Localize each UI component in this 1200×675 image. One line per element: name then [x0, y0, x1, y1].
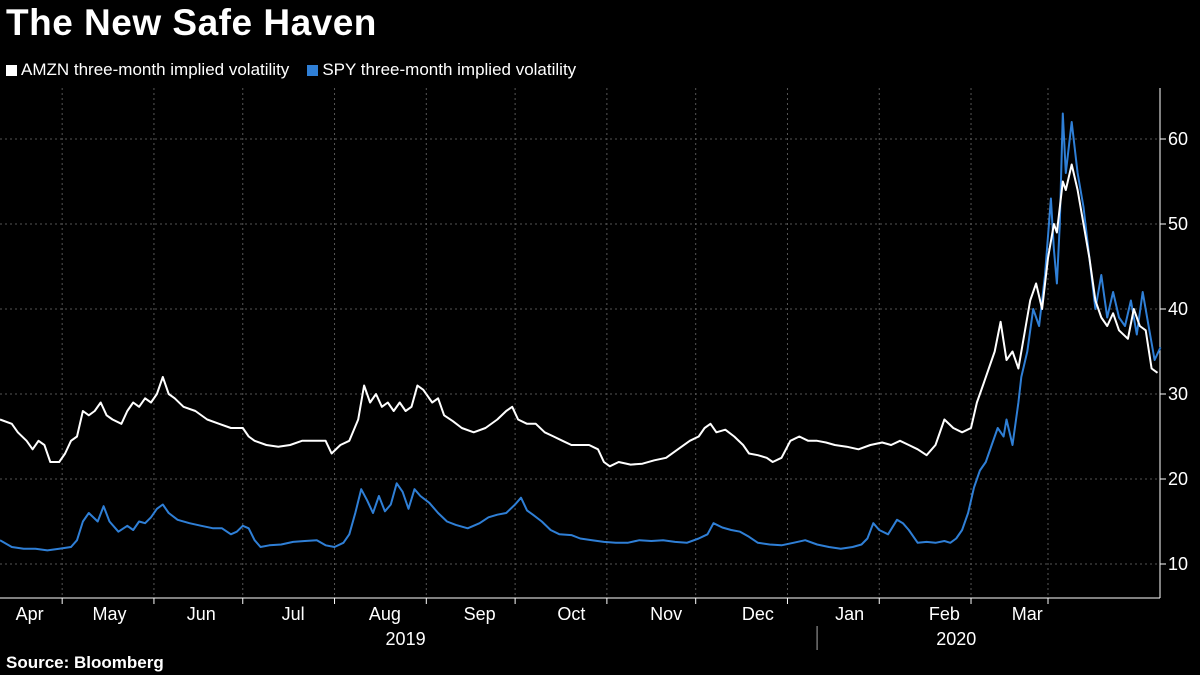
series-line-spy [0, 112, 1162, 552]
series-line-amzn [0, 163, 1159, 468]
x-tick-label-month: Nov [650, 604, 682, 624]
chart-title: The New Safe Haven [6, 2, 377, 43]
legend-item-amzn: AMZN three-month implied volatility [6, 60, 289, 80]
legend-item-spy: SPY three-month implied volatility [307, 60, 576, 80]
x-tick-label-year: 2020 [936, 629, 976, 649]
legend-label-amzn: AMZN three-month implied volatility [21, 60, 290, 79]
x-tick-label-month: Mar [1012, 604, 1043, 624]
y-tick-label: 60 [1168, 129, 1188, 149]
x-tick-label-month: Jan [835, 604, 864, 624]
x-tick-label-month: Feb [929, 604, 960, 624]
x-tick-label-month: Jun [187, 604, 216, 624]
legend-label-spy: SPY three-month implied volatility [322, 60, 577, 79]
y-tick-label: 50 [1168, 214, 1188, 234]
y-tick-label: 30 [1168, 384, 1188, 404]
legend: AMZN three-month implied volatility SPY … [6, 60, 576, 80]
x-tick-label-month: Sep [464, 604, 496, 624]
x-tick-label-month: Aug [369, 604, 401, 624]
x-tick-label-month: Apr [16, 604, 44, 624]
y-tick-label: 20 [1168, 469, 1188, 489]
x-tick-label-year: 2019 [386, 629, 426, 649]
x-tick-label-month: May [93, 604, 127, 624]
x-tick-label-month: Jul [282, 604, 305, 624]
source-note: Source: Bloomberg [6, 653, 164, 672]
legend-swatch-amzn [6, 64, 17, 76]
y-tick-label: 10 [1168, 554, 1188, 574]
x-tick-label-month: Oct [557, 604, 585, 624]
legend-swatch-spy [307, 64, 319, 76]
y-tick-label: 40 [1168, 299, 1188, 319]
x-tick-label-month: Dec [742, 604, 774, 624]
